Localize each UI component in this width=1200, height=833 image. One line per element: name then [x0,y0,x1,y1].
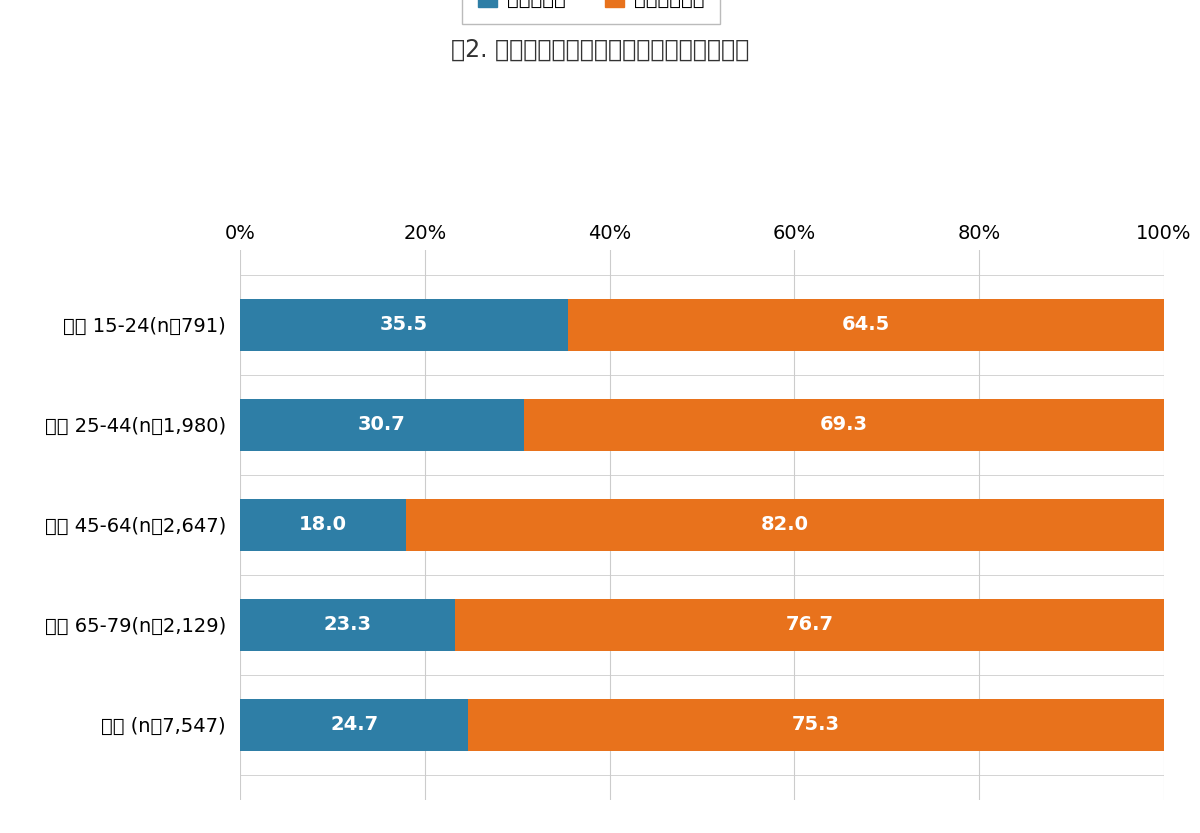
Text: 64.5: 64.5 [842,316,890,334]
Text: 75.3: 75.3 [792,716,840,734]
Bar [240,699,468,751]
Text: 図2. 別居家族の携帯電話の番号を覚えている: 図2. 別居家族の携帯電話の番号を覚えている [451,37,749,62]
Text: 24.7: 24.7 [330,716,378,734]
Bar [568,299,1164,351]
Bar [407,499,1164,551]
Text: 18.0: 18.0 [299,516,347,534]
Text: 23.3: 23.3 [324,616,372,634]
Bar [240,299,568,351]
Text: 76.7: 76.7 [786,616,834,634]
Bar [240,499,407,551]
Text: 82.0: 82.0 [761,516,809,534]
Bar [468,699,1164,751]
Bar [240,599,455,651]
Text: 30.7: 30.7 [358,416,406,434]
Legend: 覚えている, 覚えていない: 覚えている, 覚えていない [462,0,720,24]
Bar [240,399,523,451]
Bar [455,599,1164,651]
Text: 35.5: 35.5 [380,316,428,334]
Bar [523,399,1164,451]
Text: 69.3: 69.3 [820,416,868,434]
